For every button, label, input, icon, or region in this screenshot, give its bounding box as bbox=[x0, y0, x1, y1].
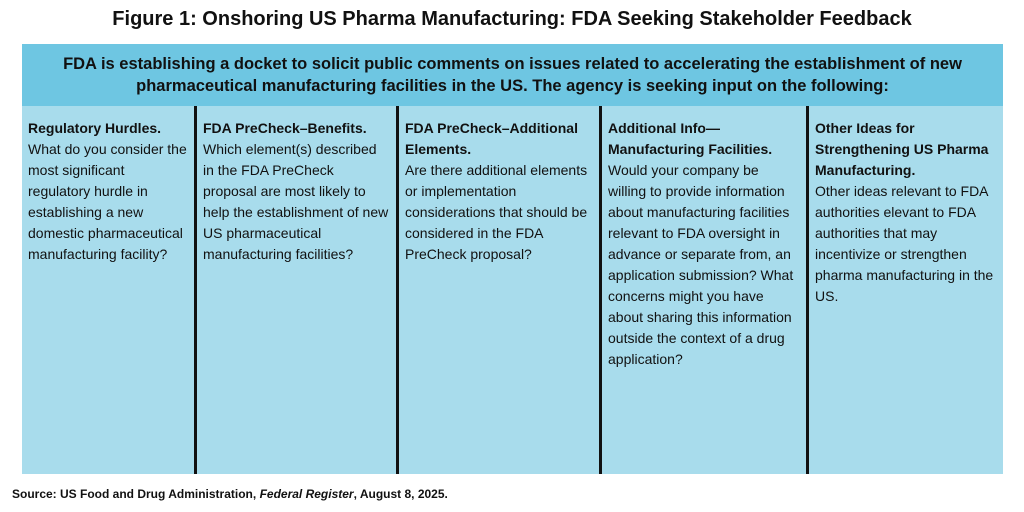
column-heading: FDA PreCheck–Benefits. bbox=[203, 120, 367, 136]
feedback-figure: FDA is establishing a docket to solicit … bbox=[22, 44, 1003, 474]
intro-banner: FDA is establishing a docket to solicit … bbox=[22, 44, 1003, 106]
column-heading: Additional Info—Manufacturing Facilities… bbox=[608, 120, 773, 157]
topic-columns: Regulatory Hurdles. What do you consider… bbox=[22, 106, 1003, 474]
column-additional-info: Additional Info—Manufacturing Facilities… bbox=[599, 106, 806, 474]
source-publication: Federal Register bbox=[259, 487, 354, 501]
column-heading: FDA PreCheck–Additional Elements. bbox=[405, 120, 578, 157]
source-suffix: , August 8, 2025. bbox=[353, 487, 448, 501]
column-body: Which element(s) described in the FDA Pr… bbox=[203, 141, 389, 262]
column-other-ideas: Other Ideas for Strengthening US Pharma … bbox=[806, 106, 1003, 474]
column-regulatory-hurdles: Regulatory Hurdles. What do you consider… bbox=[22, 106, 194, 474]
column-body: Other ideas relevant to FDA authorities … bbox=[815, 183, 994, 304]
column-heading: Regulatory Hurdles. bbox=[28, 120, 162, 136]
column-body: Are there additional elements or impleme… bbox=[405, 162, 588, 262]
column-precheck-additional-elements: FDA PreCheck–Additional Elements. Are th… bbox=[396, 106, 599, 474]
source-note: Source: US Food and Drug Administration,… bbox=[12, 486, 448, 502]
column-precheck-benefits: FDA PreCheck–Benefits. Which element(s) … bbox=[194, 106, 396, 474]
figure-title: Figure 1: Onshoring US Pharma Manufactur… bbox=[112, 8, 912, 30]
column-heading: Other Ideas for Strengthening US Pharma … bbox=[815, 120, 989, 178]
column-body: What do you consider the most significan… bbox=[28, 141, 187, 262]
column-body: Would your company be willing to provide… bbox=[608, 162, 794, 367]
source-prefix: Source: US Food and Drug Administration, bbox=[12, 487, 260, 501]
